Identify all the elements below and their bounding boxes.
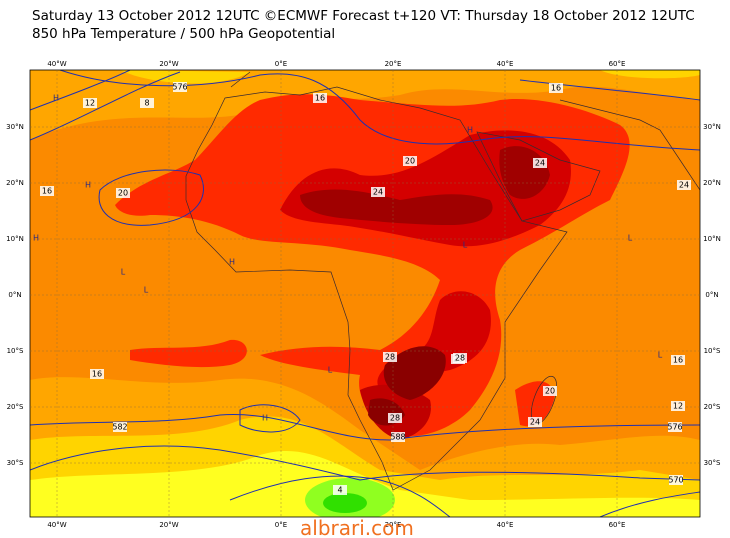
- contour-label: 28: [385, 353, 395, 362]
- pressure-marker: H: [85, 181, 91, 190]
- temperature-field: [30, 70, 700, 517]
- contour-label-box: [453, 353, 467, 363]
- longitude-label: 40°W: [47, 521, 66, 529]
- contour-label: 12: [85, 99, 95, 108]
- contour-label: 588: [390, 433, 405, 442]
- latitude-label: 20°S: [7, 403, 24, 411]
- latitude-label: 10°N: [6, 235, 24, 243]
- contour-label-box: [403, 156, 417, 166]
- latitude-label: 0°N: [8, 291, 21, 299]
- map-frame: [29, 69, 701, 518]
- contour-label-box: [313, 93, 327, 103]
- pressure-marker: L: [628, 234, 633, 243]
- geopotential-contours: [30, 70, 700, 517]
- contour-label: 16: [551, 84, 561, 93]
- contour-label: 8: [144, 99, 149, 108]
- contour-label: 4: [337, 486, 342, 495]
- longitude-label: 20°E: [385, 60, 402, 68]
- contour-label-box: [543, 386, 557, 396]
- latitude-label: 30°S: [7, 459, 24, 467]
- longitude-label: 20°W: [159, 521, 178, 529]
- latitude-label: 30°N: [6, 123, 24, 131]
- contour-label: 570: [668, 476, 683, 485]
- contour-label-box: [671, 401, 685, 411]
- coastlines: [185, 71, 700, 491]
- latitude-label: 30°S: [704, 459, 721, 467]
- pressure-marker: L: [463, 241, 468, 250]
- latitude-label: 10°S: [704, 347, 721, 355]
- contour-label: 16: [42, 187, 52, 196]
- pressure-marker: L: [144, 286, 149, 295]
- contour-label-box: [383, 352, 397, 362]
- subtitle: 850 hPa Temperature / 500 hPa Geopotenti…: [32, 26, 336, 42]
- pressure-marker: H: [53, 94, 59, 103]
- contour-label-box: [113, 422, 127, 432]
- contour-label: 24: [535, 159, 545, 168]
- title: Saturday 13 October 2012 12UTC ©ECMWF Fo…: [32, 8, 695, 24]
- latitude-label: 10°N: [703, 235, 721, 243]
- pressure-marker: H: [229, 258, 235, 267]
- contour-label: 24: [530, 418, 540, 427]
- contour-label-box: [90, 369, 104, 379]
- longitude-label: 60°E: [609, 521, 626, 529]
- contour-label: 12: [673, 402, 683, 411]
- contour-label-box: [391, 432, 405, 442]
- contour-label-box: [549, 83, 563, 93]
- contour-label-box: [333, 485, 347, 495]
- contour-label-box: [528, 417, 542, 427]
- contour-label: 20: [405, 157, 415, 166]
- contour-label: 582: [112, 423, 127, 432]
- contour-label: 576: [667, 423, 682, 432]
- longitude-label: 60°E: [609, 60, 626, 68]
- contour-label: 28: [390, 414, 400, 423]
- contour-label-box: [173, 82, 187, 92]
- longitude-label: 0°E: [275, 521, 287, 529]
- contour-label: 24: [679, 181, 689, 190]
- contour-label-box: [40, 186, 54, 196]
- contour-label: 20: [118, 189, 128, 198]
- latitude-label: 20°S: [704, 403, 721, 411]
- contour-label-box: [140, 98, 154, 108]
- pressure-marker: H: [262, 414, 268, 423]
- pressure-marker: H: [33, 234, 39, 243]
- longitude-label: 20°W: [159, 60, 178, 68]
- contour-label: 16: [92, 370, 102, 379]
- longitude-label: 40°E: [497, 521, 514, 529]
- pressure-marker: L: [328, 366, 333, 375]
- contour-label-box: [388, 413, 402, 423]
- contour-label-box: [677, 180, 691, 190]
- longitude-label: 0°E: [275, 60, 287, 68]
- contour-label-box: [669, 475, 683, 485]
- contour-label: 24: [373, 188, 383, 197]
- latitude-label: 20°N: [6, 179, 24, 187]
- watermark: albrari.com: [300, 516, 414, 538]
- contour-label: 16: [673, 356, 683, 365]
- latitude-label: 30°N: [703, 123, 721, 131]
- pressure-marker: H: [467, 126, 473, 135]
- contour-label-box: [83, 98, 97, 108]
- contour-label: 28: [455, 354, 465, 363]
- contour-label: 576: [172, 83, 187, 92]
- contour-label-box: [533, 158, 547, 168]
- contour-label: 16: [315, 94, 325, 103]
- latitude-label: 0°N: [705, 291, 718, 299]
- longitude-label: 40°E: [497, 60, 514, 68]
- contour-label-box: [668, 422, 682, 432]
- contour-label-box: [116, 188, 130, 198]
- longitude-label: 20°E: [385, 521, 402, 529]
- latitude-label: 20°N: [703, 179, 721, 187]
- pressure-marker: L: [658, 351, 663, 360]
- contour-label: 20: [545, 387, 555, 396]
- latitude-label: 10°S: [7, 347, 24, 355]
- contour-label-box: [671, 355, 685, 365]
- pressure-marker: L: [121, 268, 126, 277]
- longitude-label: 40°W: [47, 60, 66, 68]
- contour-label-box: [371, 187, 385, 197]
